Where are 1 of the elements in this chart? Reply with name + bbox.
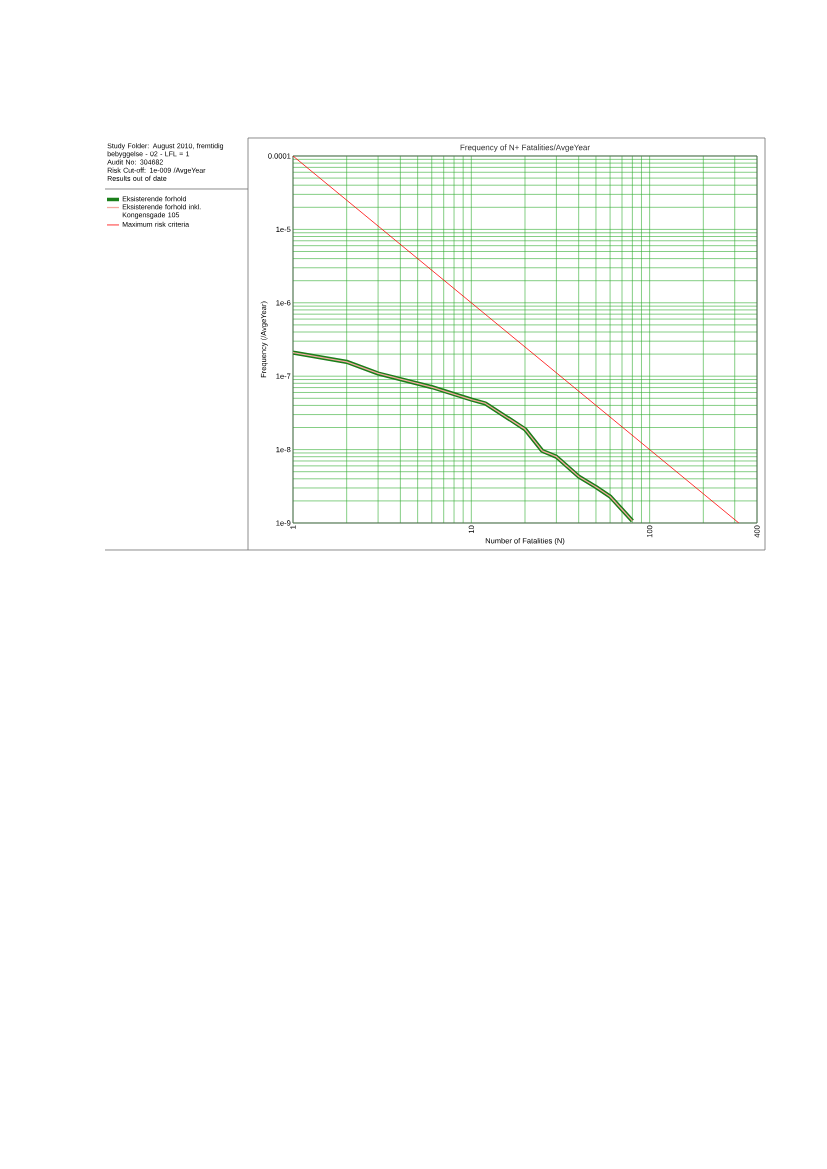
chart-title: Frequency of N+ Fatalities/AvgeYear [460,144,590,152]
